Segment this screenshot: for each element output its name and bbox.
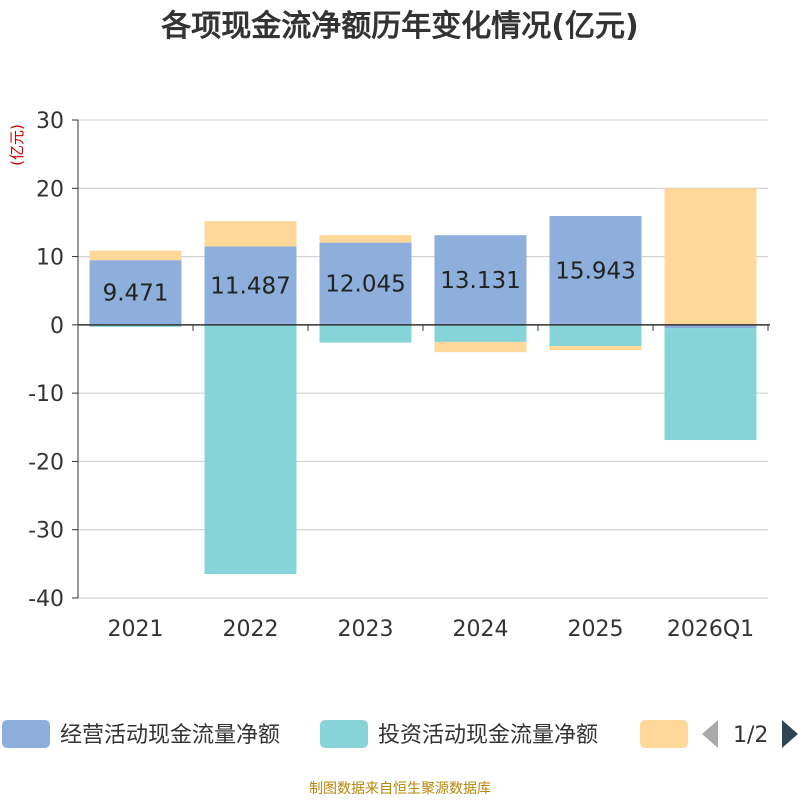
y-tick-label: -20	[28, 450, 64, 475]
bar-2021-series-3[interactable]	[89, 250, 182, 261]
y-tick-label: -40	[28, 587, 64, 612]
chart-title: 各项现金流净额历年变化情况(亿元)	[160, 9, 638, 44]
bar-2024-series-3[interactable]	[434, 341, 527, 353]
bar-2021-series-2[interactable]	[89, 324, 182, 327]
legend-swatch-1[interactable]	[2, 720, 50, 748]
legend-page-indicator: 1/2	[733, 723, 768, 748]
x-tick-label: 2023	[338, 617, 394, 642]
bar-2026Q1-series-2[interactable]	[664, 328, 757, 441]
y-tick-label: -30	[28, 519, 64, 544]
y-tick-label: -10	[28, 382, 64, 407]
x-tick-label: 2025	[568, 617, 624, 642]
legend-label-1[interactable]: 经营活动现金流量净额	[60, 723, 280, 748]
bar-2025-series-3[interactable]	[549, 346, 642, 351]
bar-2024-series-1[interactable]	[434, 235, 527, 325]
data-label: 9.471	[103, 281, 169, 307]
data-label: 15.943	[555, 258, 635, 284]
bar-2023-series-2[interactable]	[319, 324, 412, 343]
bar-2023-series-3[interactable]	[319, 235, 412, 243]
x-tick-label: 2026Q1	[667, 617, 754, 642]
bar-2024-series-2[interactable]	[434, 324, 527, 342]
x-tick-label: 2022	[223, 617, 279, 642]
y-tick-label: 30	[36, 109, 64, 134]
y-axis-label: (亿元)	[8, 124, 26, 166]
bar-2026Q1-series-1[interactable]	[664, 324, 757, 329]
data-label: 11.487	[210, 274, 290, 300]
bar-2022-series-3[interactable]	[204, 221, 297, 247]
legend-swatch-2[interactable]	[320, 720, 368, 748]
y-tick-label: 20	[36, 177, 64, 202]
legend-next-arrow-icon[interactable]	[782, 720, 798, 748]
bar-2023-series-1[interactable]	[319, 242, 412, 325]
legend-label-2[interactable]: 投资活动现金流量净额	[378, 723, 598, 748]
data-source-note: 制图数据来自恒生聚源数据库	[309, 781, 491, 797]
y-tick-label: 10	[36, 246, 64, 271]
bar-2022-series-1[interactable]	[204, 246, 297, 325]
y-tick-label: 0	[50, 314, 64, 339]
legend-prev-arrow-icon[interactable]	[702, 720, 718, 748]
bar-2025-series-1[interactable]	[549, 215, 642, 325]
bar-2025-series-2[interactable]	[549, 324, 642, 347]
legend-swatch-3[interactable]	[640, 720, 688, 748]
data-label: 12.045	[325, 272, 405, 298]
bar-2021-series-1[interactable]	[89, 260, 182, 325]
data-label: 13.131	[440, 268, 520, 294]
bar-2026Q1-series-3[interactable]	[664, 188, 757, 325]
bar-2022-series-2[interactable]	[204, 324, 297, 575]
x-tick-label: 2024	[453, 617, 509, 642]
x-tick-label: 2021	[108, 617, 164, 642]
